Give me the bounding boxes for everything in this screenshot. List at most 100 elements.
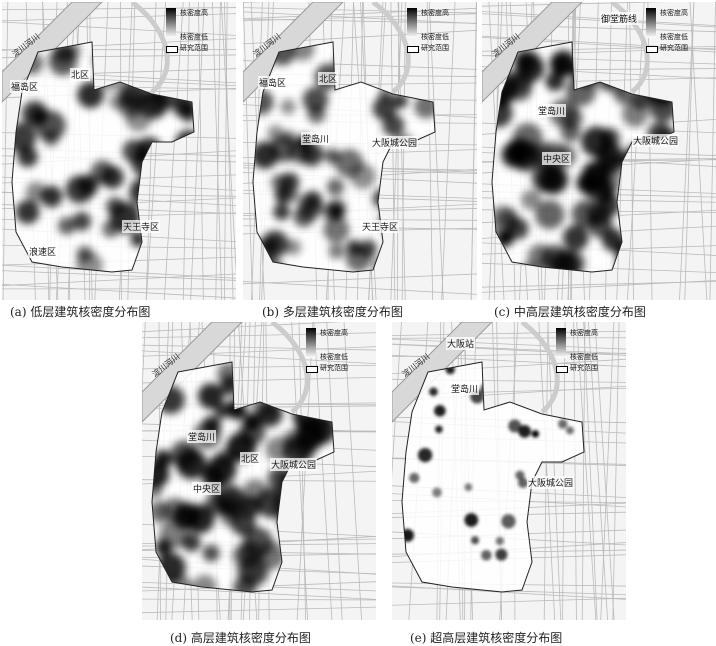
density-hotspot	[266, 236, 280, 250]
legend-high: 核密度高	[320, 328, 348, 338]
density-gradient	[407, 8, 417, 38]
density-hotspot	[551, 55, 571, 75]
density-hotspot	[471, 536, 479, 544]
place-label: 北区	[240, 452, 260, 465]
density-hotspot	[435, 426, 443, 434]
density-hotspot	[432, 488, 442, 498]
range-swatch	[556, 366, 568, 373]
density-hotspot	[508, 420, 521, 433]
density-hotspot	[346, 246, 372, 272]
panel-caption: (b) 多层建筑核密度分布图	[262, 303, 403, 320]
density-hotspot	[294, 437, 317, 460]
density-hotspot	[350, 163, 376, 189]
density-hotspot	[293, 206, 314, 227]
place-label: 堂岛川	[301, 132, 330, 145]
place-label: 天王寺区	[122, 220, 160, 233]
density-hotspot	[464, 513, 478, 527]
place-label: 中央区	[542, 152, 571, 165]
place-label: 堂岛川	[537, 104, 566, 117]
place-label: 北区	[70, 68, 90, 81]
legend: 核密度高核密度低研究范围	[166, 8, 230, 58]
density-hotspot	[122, 139, 145, 162]
density-hotspot	[558, 419, 568, 429]
density-hotspot	[532, 430, 539, 437]
legend-low: 核密度低	[320, 352, 348, 362]
map-panel-d: 淀川河川北区堂岛川大阪城公园中央区核密度高核密度低研究范围	[142, 322, 376, 620]
density-hotspot	[22, 101, 48, 127]
map-panel-e: 淀川河川大阪站堂岛川大阪城公园核密度高核密度低研究范围	[392, 322, 626, 620]
legend: 核密度高核密度低研究范围	[306, 328, 370, 378]
density-gradient	[166, 8, 176, 38]
legend-range: 研究范围	[660, 43, 688, 53]
map-panel-b: 淀川河川福岛区北区堂岛川大阪城公园天王寺区核密度高核密度低研究范围	[243, 2, 477, 300]
panel-caption: (d) 高层建筑核密度分布图	[170, 629, 311, 646]
panel-caption: (e) 超高层建筑核密度分布图	[410, 629, 562, 646]
density-hotspot	[203, 545, 220, 562]
density-hotspot	[303, 87, 329, 113]
density-hotspot	[496, 537, 504, 545]
density-hotspot	[273, 203, 290, 220]
place-label: 堂岛川	[187, 430, 216, 443]
density-hotspot	[581, 161, 611, 191]
density-hotspot	[185, 504, 214, 533]
range-swatch	[407, 46, 419, 53]
place-label: 大阪城公园	[632, 134, 679, 147]
range-swatch	[306, 366, 318, 373]
density-hotspot	[329, 243, 345, 259]
density-hotspot	[176, 448, 207, 479]
legend: 核密度高核密度低研究范围	[646, 8, 710, 58]
place-label: 北区	[318, 72, 338, 85]
place-label: 浪速区	[28, 245, 57, 258]
legend-low: 核密度低	[660, 32, 688, 42]
density-hotspot	[327, 178, 344, 195]
density-hotspot	[481, 550, 492, 561]
density-hotspot	[581, 126, 612, 157]
density-hotspot	[429, 387, 438, 396]
density-hotspot	[501, 514, 515, 528]
legend-range: 研究范围	[320, 363, 348, 373]
density-hotspot	[563, 225, 589, 251]
place-label: 御堂筋线	[600, 12, 638, 25]
legend-low: 核密度低	[570, 352, 598, 362]
map-panel-c: 淀川河川御堂筋线堂岛川大阪城公园中央区核密度高核密度低研究范围	[482, 2, 716, 300]
place-label: 福岛区	[258, 76, 287, 89]
legend-high: 核密度高	[660, 8, 688, 18]
density-hotspot	[280, 99, 296, 115]
range-swatch	[166, 46, 178, 53]
map-panel-a: 淀川河川福岛区北区天王寺区浪速区核密度高核密度低研究范围	[2, 2, 236, 300]
density-hotspot	[66, 175, 94, 203]
density-hotspot	[126, 106, 151, 131]
place-label: 大阪城公园	[371, 136, 418, 149]
place-label: 堂岛川	[450, 382, 479, 395]
density-hotspot	[521, 190, 541, 210]
density-gradient	[306, 328, 316, 358]
range-swatch	[646, 46, 658, 53]
place-label: 中央区	[192, 482, 221, 495]
density-hotspot	[325, 148, 340, 163]
density-hotspot	[495, 549, 507, 561]
legend-low: 核密度低	[180, 32, 208, 42]
density-hotspot	[566, 426, 574, 434]
density-hotspot	[286, 188, 301, 203]
density-hotspot	[72, 212, 91, 231]
density-gradient	[646, 8, 656, 38]
density-hotspot	[464, 483, 472, 491]
density-hotspot	[328, 198, 346, 216]
density-hotspot	[587, 202, 611, 226]
legend-high: 核密度高	[570, 328, 598, 338]
density-hotspot	[498, 209, 518, 229]
place-label: 大阪站	[446, 337, 475, 350]
density-hotspot	[43, 130, 59, 146]
density-hotspot	[285, 239, 301, 255]
place-label: 福岛区	[10, 80, 39, 93]
place-label: 大阪城公园	[527, 476, 574, 489]
panel-caption: (c) 中高层建筑核密度分布图	[494, 303, 646, 320]
legend-range: 研究范围	[570, 363, 598, 373]
density-hotspot	[41, 186, 63, 208]
density-hotspot	[214, 403, 230, 419]
density-hotspot	[510, 142, 540, 172]
density-hotspot	[409, 473, 419, 483]
legend-range: 研究范围	[180, 43, 208, 53]
density-gradient	[556, 328, 566, 358]
density-hotspot	[207, 454, 237, 484]
